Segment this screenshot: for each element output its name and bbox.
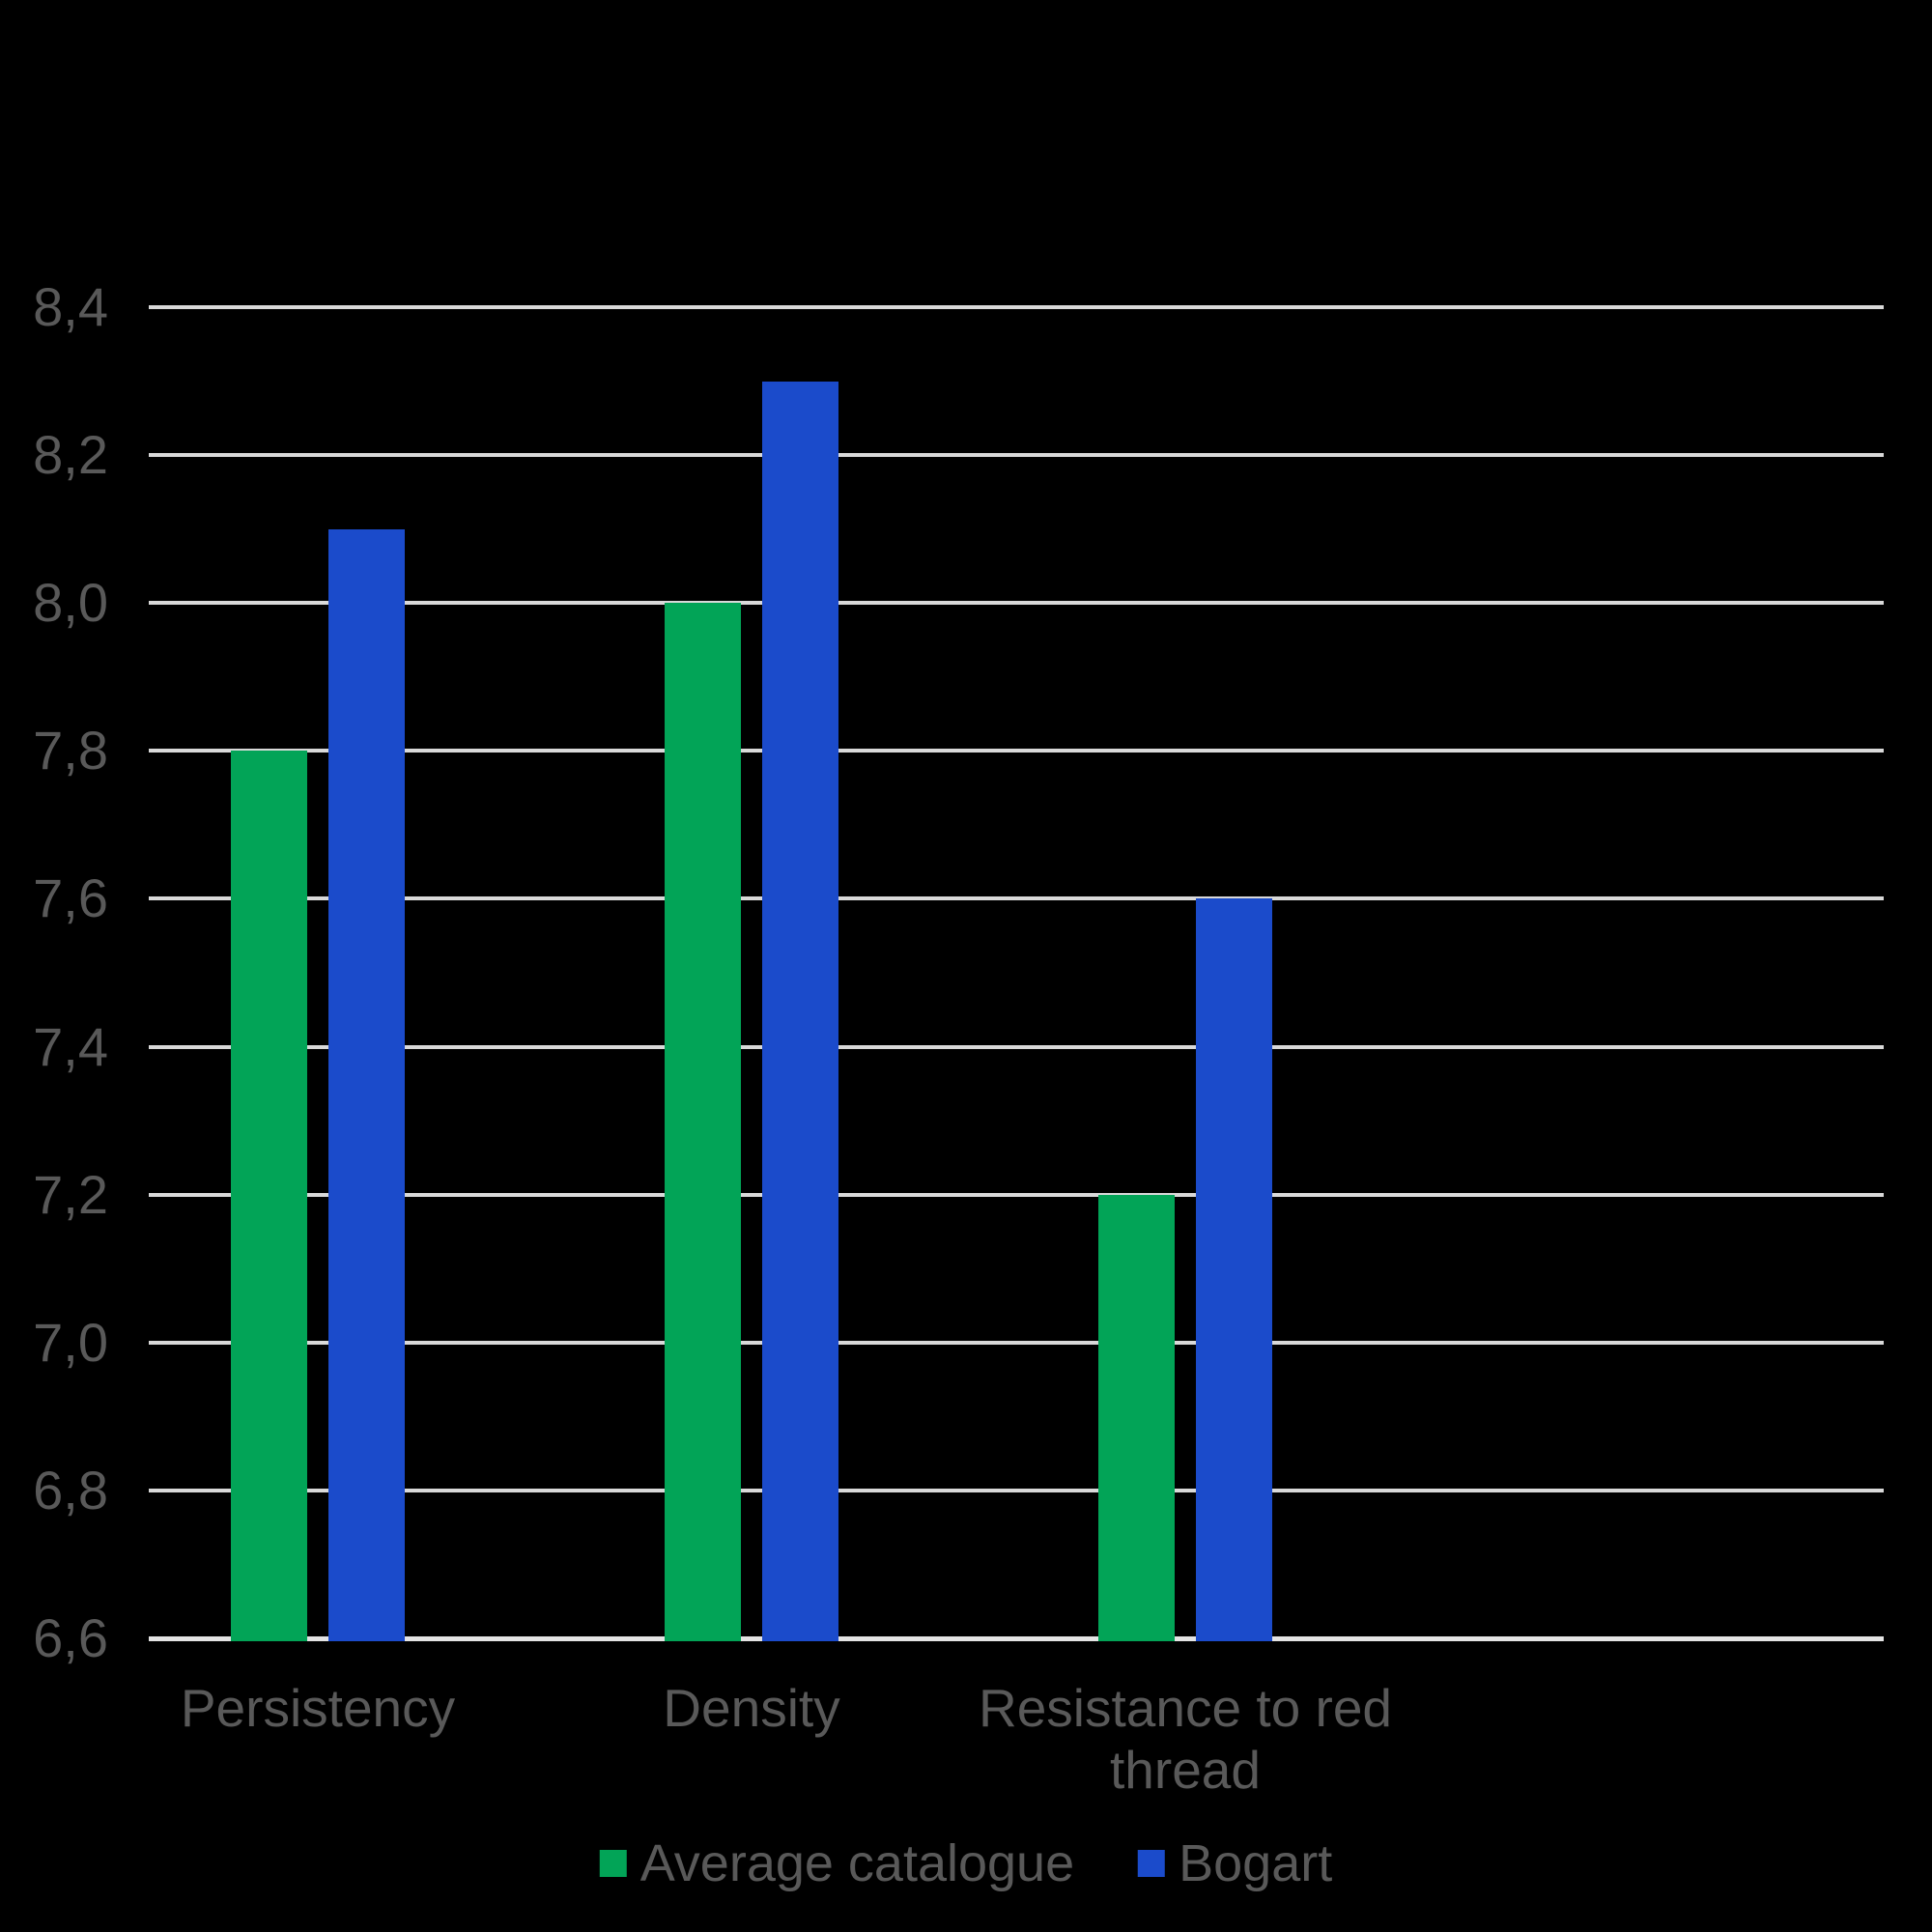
x-axis-line	[149, 1636, 1884, 1641]
legend-swatch-bogart-icon	[1138, 1850, 1166, 1877]
legend-swatch-average-catalogue-icon	[599, 1850, 627, 1877]
bar-average-catalogue-density	[665, 603, 741, 1641]
legend-item-bogart: Bogart	[1138, 1834, 1332, 1892]
gridline-7-8	[149, 749, 1884, 753]
bar-average-catalogue-resistance-to-red-thread	[1098, 1194, 1175, 1641]
gridline-6-8	[149, 1488, 1884, 1492]
legend-item-average-catalogue: Average catalogue	[599, 1834, 1075, 1892]
y-axis-tick-label-8-4: 8,4	[33, 276, 108, 337]
y-axis-tick-label-7-0: 7,0	[33, 1311, 108, 1373]
gridline-8-2	[149, 453, 1884, 458]
legend-label-average-catalogue: Average catalogue	[639, 1834, 1075, 1892]
bar-bogart-density	[762, 381, 838, 1641]
y-axis-tick-label-8-0: 8,0	[33, 572, 108, 634]
gridline-8-0	[149, 601, 1884, 606]
x-axis-category-label-persistency: Persistency	[180, 1678, 456, 1738]
bar-bogart-persistency	[328, 528, 405, 1641]
gridline-7-0	[149, 1340, 1884, 1345]
gridline-7-4	[149, 1044, 1884, 1049]
y-axis-tick-label-7-4: 7,4	[33, 1015, 108, 1077]
y-axis-tick-label-7-8: 7,8	[33, 720, 108, 781]
bar-average-catalogue-persistency	[231, 751, 307, 1641]
chart-legend: Average catalogue Bogart	[599, 1834, 1332, 1892]
legend-label-bogart: Bogart	[1179, 1834, 1333, 1892]
y-axis-tick-label-7-6: 7,6	[33, 867, 108, 929]
bar-bogart-resistance-to-red-thread	[1196, 898, 1272, 1641]
y-axis-tick-label-8-2: 8,2	[33, 424, 108, 486]
x-axis-category-label-resistance-to-red-thread: Resistance to red thread	[979, 1678, 1392, 1800]
gridline-7-6	[149, 896, 1884, 901]
gridline-8-4	[149, 305, 1884, 309]
y-axis-tick-label-6-6: 6,6	[33, 1607, 108, 1668]
x-axis-category-label-density: Density	[663, 1678, 840, 1738]
y-axis-tick-label-7-2: 7,2	[33, 1163, 108, 1225]
gridline-7-2	[149, 1192, 1884, 1197]
y-axis-tick-label-6-8: 6,8	[33, 1459, 108, 1520]
